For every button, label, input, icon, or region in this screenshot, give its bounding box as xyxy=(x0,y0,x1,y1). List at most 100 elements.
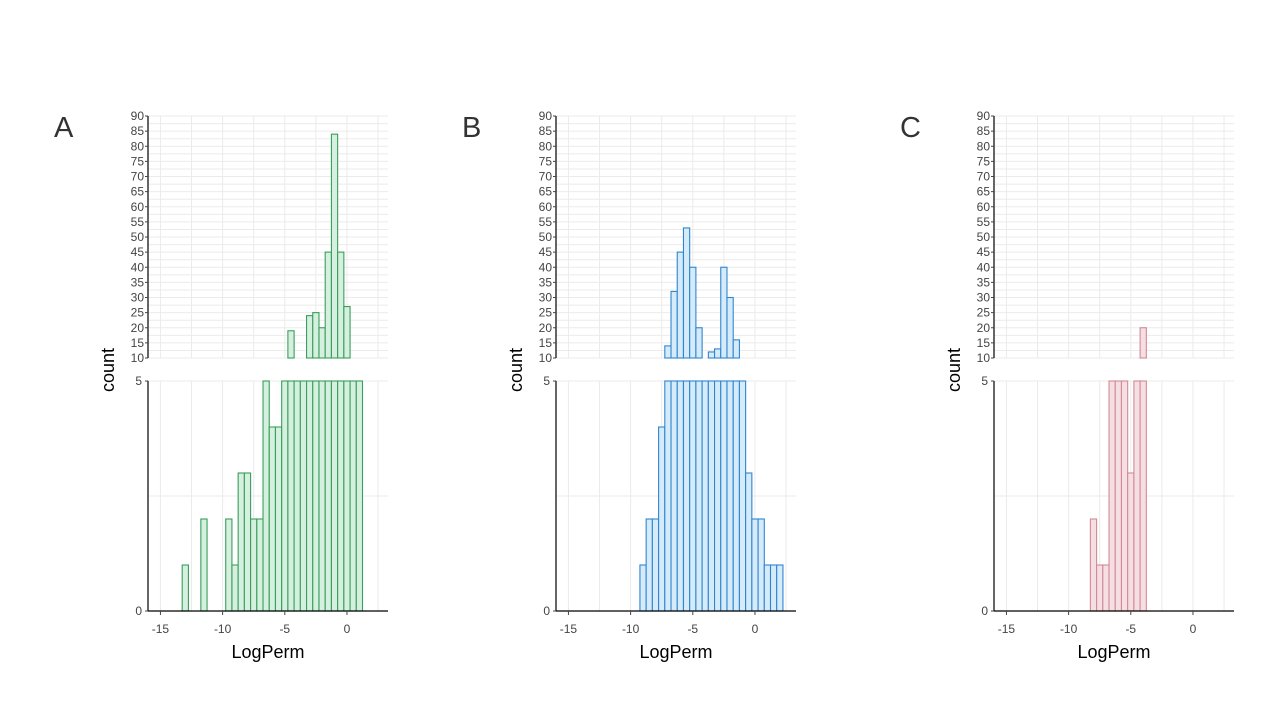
x-tick-label: -5 xyxy=(279,622,290,636)
y-tick-label: 85 xyxy=(131,124,145,138)
histogram-bar xyxy=(312,380,320,612)
x-tick-label: 0 xyxy=(752,622,759,636)
x-tick-label: 0 xyxy=(1190,622,1197,636)
y-tick-label: 35 xyxy=(539,275,553,289)
y-tick-label: 60 xyxy=(131,200,145,214)
histogram-bar xyxy=(738,380,747,612)
y-tick-label: 30 xyxy=(539,291,553,305)
histogram-bar xyxy=(256,518,264,612)
histogram-bar xyxy=(324,380,332,612)
histogram-bar xyxy=(330,380,339,612)
y-tick-label: 0 xyxy=(981,604,988,618)
histogram-bar xyxy=(343,380,351,612)
histogram-bar xyxy=(337,380,345,612)
histogram-bar-upper xyxy=(330,133,339,359)
histogram-bar xyxy=(676,380,685,612)
histogram-bar-upper xyxy=(312,312,320,359)
y-tick-label: 65 xyxy=(539,185,553,199)
y-tick-label: 60 xyxy=(539,200,553,214)
histogram-bar xyxy=(293,380,301,612)
histogram-bar xyxy=(274,426,283,612)
y-tick-label: 85 xyxy=(977,124,991,138)
histogram-bar-upper xyxy=(287,330,295,359)
histogram-bar xyxy=(745,472,753,612)
y-tick-label: 25 xyxy=(977,306,991,320)
histogram-bar-upper xyxy=(664,345,672,359)
histogram-bar xyxy=(689,380,697,612)
y-axis-title: count xyxy=(98,348,118,392)
histogram-bar xyxy=(726,380,734,612)
histogram-bar xyxy=(318,380,326,612)
histogram-bar xyxy=(1102,564,1110,612)
x-tick-label: -15 xyxy=(560,622,578,636)
histogram-bar xyxy=(658,426,666,612)
y-tick-label: 15 xyxy=(977,336,991,350)
x-tick-label: -10 xyxy=(214,622,232,636)
y-tick-label: 10 xyxy=(539,351,553,365)
y-axis-title: count xyxy=(944,348,964,392)
y-tick-label: 0 xyxy=(543,604,550,618)
histogram-bar xyxy=(1120,380,1129,612)
histogram-bar xyxy=(1127,472,1135,612)
y-tick-label: 5 xyxy=(981,374,988,388)
y-tick-label: 45 xyxy=(131,245,145,259)
x-axis-title: LogPerm xyxy=(639,642,712,662)
histogram-bar xyxy=(250,518,258,612)
histogram-bar-upper xyxy=(318,327,326,359)
x-axis-title: LogPerm xyxy=(1077,642,1150,662)
x-tick-label: 0 xyxy=(344,622,351,636)
histogram-bar-upper xyxy=(726,296,734,359)
histogram-bar xyxy=(1089,518,1098,612)
histogram-bar xyxy=(651,518,660,612)
histogram-bar-upper xyxy=(1139,327,1147,359)
y-tick-label: 55 xyxy=(539,215,553,229)
panel-label: B xyxy=(462,112,481,144)
histogram-bar-upper xyxy=(689,266,697,359)
histogram-bar xyxy=(1139,380,1147,612)
y-tick-label: 70 xyxy=(131,170,145,184)
histogram-bar xyxy=(262,380,270,612)
histogram-bar xyxy=(1114,380,1123,612)
histogram-bar xyxy=(287,380,295,612)
y-tick-label: 5 xyxy=(135,374,142,388)
histogram-bar xyxy=(695,380,703,612)
histogram-bar xyxy=(305,380,314,612)
histogram-bar xyxy=(237,472,245,612)
histogram-bar xyxy=(763,564,772,612)
histogram-bar xyxy=(355,380,364,612)
y-axis-title: count xyxy=(506,348,526,392)
y-tick-label: 45 xyxy=(539,245,553,259)
histogram-bar-upper xyxy=(720,266,728,359)
x-tick-label: -10 xyxy=(622,622,640,636)
y-tick-label: 80 xyxy=(131,139,145,153)
y-tick-label: 65 xyxy=(977,185,991,199)
y-tick-label: 40 xyxy=(977,260,991,274)
histogram-bar-upper xyxy=(670,290,678,359)
histogram-bar xyxy=(349,380,357,612)
histogram-bar xyxy=(1108,380,1116,612)
y-tick-label: 20 xyxy=(539,321,553,335)
y-tick-label: 75 xyxy=(977,154,991,168)
histogram-bar-upper xyxy=(695,327,703,359)
y-tick-label: 50 xyxy=(131,230,145,244)
histogram-bar-upper xyxy=(337,251,345,359)
histogram-bar xyxy=(713,380,722,612)
y-tick-label: 60 xyxy=(977,200,991,214)
histogram-bar xyxy=(1096,564,1104,612)
y-tick-label: 45 xyxy=(977,245,991,259)
y-tick-label: 90 xyxy=(539,109,553,123)
y-tick-label: 10 xyxy=(131,351,145,365)
histogram-bar xyxy=(757,518,765,612)
histogram-bar xyxy=(645,518,653,612)
y-tick-label: 0 xyxy=(135,604,142,618)
histogram-bar xyxy=(1133,380,1141,612)
histogram-bar xyxy=(751,518,759,612)
y-tick-label: 75 xyxy=(539,154,553,168)
histogram-bar xyxy=(720,380,728,612)
histogram-bar-upper xyxy=(682,227,691,359)
y-tick-label: 20 xyxy=(977,321,991,335)
y-tick-label: 30 xyxy=(977,291,991,305)
y-tick-label: 90 xyxy=(131,109,145,123)
y-tick-label: 25 xyxy=(539,306,553,320)
